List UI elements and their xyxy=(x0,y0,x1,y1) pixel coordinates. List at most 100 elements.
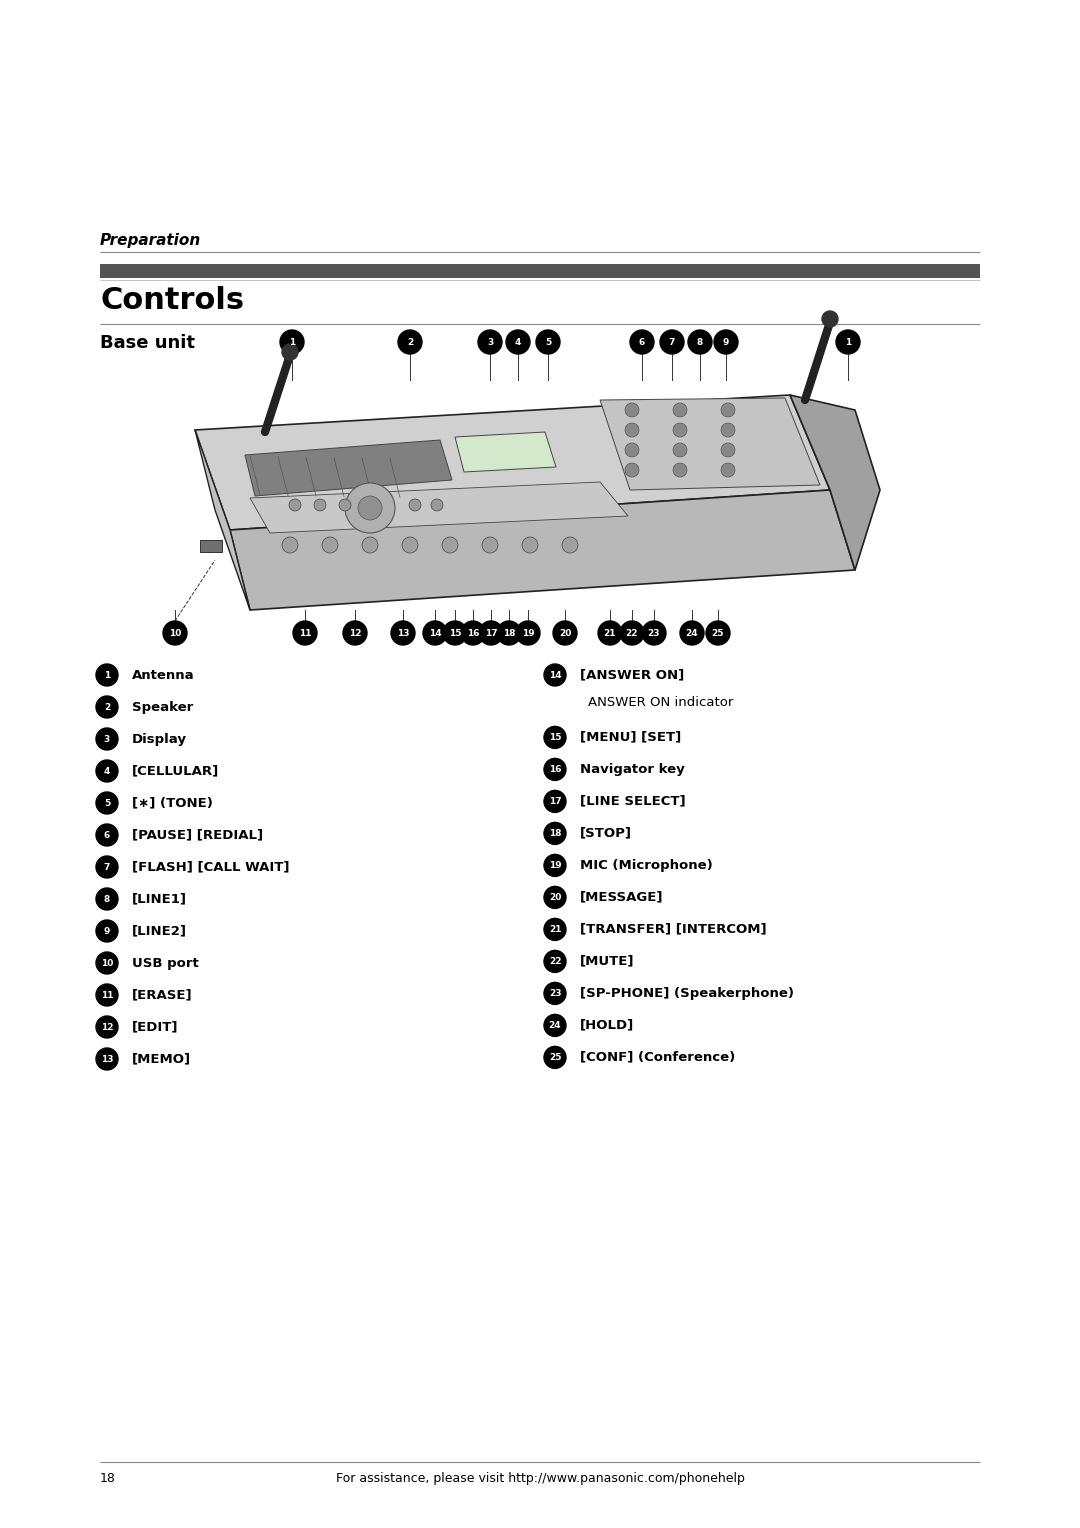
Circle shape xyxy=(553,620,577,645)
Circle shape xyxy=(96,952,118,973)
Text: 17: 17 xyxy=(485,628,497,637)
Text: Base unit: Base unit xyxy=(100,335,195,351)
Text: [CONF] (Conference): [CONF] (Conference) xyxy=(580,1051,735,1063)
Text: 1: 1 xyxy=(288,338,295,347)
Text: 14: 14 xyxy=(549,671,562,680)
Text: 15: 15 xyxy=(549,733,562,743)
Text: 3: 3 xyxy=(104,735,110,744)
Circle shape xyxy=(680,620,704,645)
Text: 22: 22 xyxy=(549,957,562,966)
Circle shape xyxy=(314,500,326,510)
Text: 16: 16 xyxy=(549,766,562,773)
Text: 10: 10 xyxy=(168,628,181,637)
Circle shape xyxy=(625,443,639,457)
Circle shape xyxy=(620,620,644,645)
Text: 4: 4 xyxy=(515,338,522,347)
Text: 8: 8 xyxy=(697,338,703,347)
Text: 15: 15 xyxy=(449,628,461,637)
Circle shape xyxy=(507,330,530,354)
Circle shape xyxy=(96,888,118,911)
Text: 1: 1 xyxy=(845,338,851,347)
Text: 7: 7 xyxy=(669,338,675,347)
Text: 16: 16 xyxy=(467,628,480,637)
Circle shape xyxy=(96,792,118,814)
Polygon shape xyxy=(600,397,820,490)
Text: 5: 5 xyxy=(545,338,551,347)
Circle shape xyxy=(96,1016,118,1038)
Text: 9: 9 xyxy=(104,926,110,935)
Polygon shape xyxy=(249,481,627,533)
Text: 6: 6 xyxy=(104,831,110,839)
Circle shape xyxy=(673,403,687,417)
Circle shape xyxy=(431,500,443,510)
Circle shape xyxy=(673,423,687,437)
Text: Navigator key: Navigator key xyxy=(580,762,685,776)
Text: 24: 24 xyxy=(686,628,699,637)
Text: 13: 13 xyxy=(396,628,409,637)
Text: 25: 25 xyxy=(549,1053,562,1062)
Circle shape xyxy=(714,330,738,354)
Circle shape xyxy=(673,443,687,457)
Circle shape xyxy=(673,463,687,477)
Circle shape xyxy=(478,330,502,354)
Circle shape xyxy=(562,536,578,553)
Text: 19: 19 xyxy=(522,628,535,637)
Circle shape xyxy=(96,759,118,782)
Text: [ERASE]: [ERASE] xyxy=(132,989,192,1001)
Polygon shape xyxy=(789,396,880,570)
Circle shape xyxy=(282,344,298,361)
Text: [FLASH] [CALL WAIT]: [FLASH] [CALL WAIT] xyxy=(132,860,289,874)
Text: [LINE SELECT]: [LINE SELECT] xyxy=(580,795,686,808)
Text: 9: 9 xyxy=(723,338,729,347)
Text: 10: 10 xyxy=(100,958,113,967)
Circle shape xyxy=(96,727,118,750)
Text: 23: 23 xyxy=(549,989,562,998)
Circle shape xyxy=(721,463,735,477)
Circle shape xyxy=(836,330,860,354)
Bar xyxy=(100,264,980,278)
Circle shape xyxy=(482,536,498,553)
Text: 22: 22 xyxy=(625,628,638,637)
Text: [MENU] [SET]: [MENU] [SET] xyxy=(580,730,681,744)
Circle shape xyxy=(461,620,485,645)
Circle shape xyxy=(721,423,735,437)
Text: 21: 21 xyxy=(604,628,617,637)
Circle shape xyxy=(480,620,503,645)
Circle shape xyxy=(544,726,566,749)
Circle shape xyxy=(96,665,118,686)
Text: 5: 5 xyxy=(104,799,110,807)
Circle shape xyxy=(625,403,639,417)
Bar xyxy=(200,539,222,552)
Text: [LINE2]: [LINE2] xyxy=(132,924,187,938)
Text: [ANSWER ON]: [ANSWER ON] xyxy=(580,669,685,681)
Circle shape xyxy=(544,886,566,909)
Text: 18: 18 xyxy=(549,828,562,837)
Text: 12: 12 xyxy=(349,628,361,637)
Circle shape xyxy=(96,856,118,879)
Polygon shape xyxy=(230,490,855,610)
Text: [HOLD]: [HOLD] xyxy=(580,1019,634,1031)
Circle shape xyxy=(544,1015,566,1036)
Polygon shape xyxy=(455,432,556,472)
Circle shape xyxy=(96,920,118,941)
Circle shape xyxy=(544,1047,566,1068)
Text: 6: 6 xyxy=(639,338,645,347)
Circle shape xyxy=(163,620,187,645)
Text: [∗] (TONE): [∗] (TONE) xyxy=(132,796,213,810)
Circle shape xyxy=(443,620,467,645)
Circle shape xyxy=(516,620,540,645)
Circle shape xyxy=(544,918,566,940)
Text: [LINE1]: [LINE1] xyxy=(132,892,187,906)
Circle shape xyxy=(282,536,298,553)
Text: 13: 13 xyxy=(100,1054,113,1063)
Circle shape xyxy=(544,790,566,813)
Polygon shape xyxy=(195,396,831,530)
Text: 4: 4 xyxy=(104,767,110,776)
Circle shape xyxy=(721,403,735,417)
Circle shape xyxy=(96,1048,118,1070)
Circle shape xyxy=(339,500,351,510)
Text: Speaker: Speaker xyxy=(132,700,193,714)
Text: 19: 19 xyxy=(549,860,562,869)
Text: 8: 8 xyxy=(104,894,110,903)
Text: 2: 2 xyxy=(104,703,110,712)
